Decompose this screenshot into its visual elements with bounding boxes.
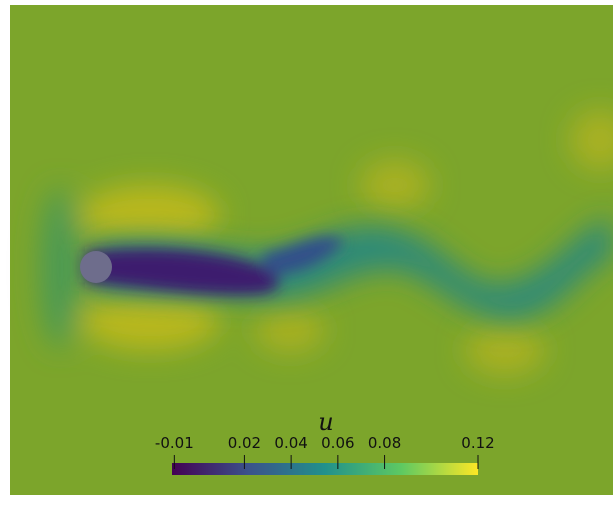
wake-outer (90, 219, 613, 320)
colorbar-title: u (318, 408, 333, 436)
tick-label: 0.06 (321, 434, 354, 452)
field-highs (40, 110, 613, 375)
tick-label: 0.08 (368, 434, 401, 452)
colorbar-ticks: -0.01 0.02 0.04 0.06 0.08 0.12 (155, 434, 495, 469)
tick-label: 0.04 (274, 434, 307, 452)
tick-label: 0.02 (228, 434, 261, 452)
cylinder (80, 251, 112, 283)
wake-core (85, 236, 345, 295)
colorbar (172, 463, 478, 475)
tick-label: -0.01 (155, 434, 194, 452)
tick-label: 0.12 (461, 434, 494, 452)
